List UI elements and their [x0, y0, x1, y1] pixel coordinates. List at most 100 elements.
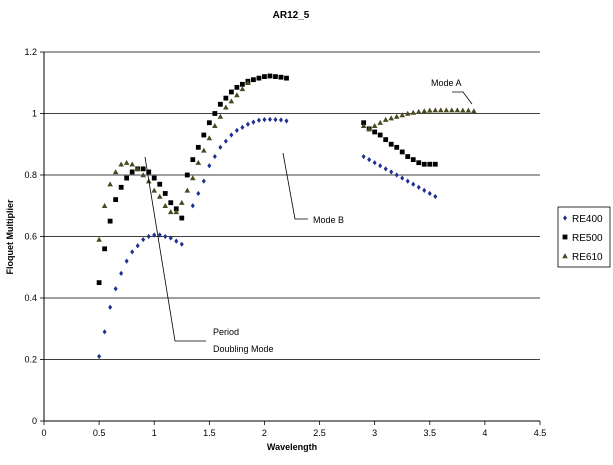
data-point-re610 [388, 115, 394, 121]
y-tick-label: 1.2 [24, 47, 37, 57]
data-point-re610 [123, 159, 130, 165]
data-point-re400 [278, 117, 283, 123]
data-point-re610 [410, 109, 417, 115]
data-point-re500 [405, 154, 411, 159]
chart-title: AR12_5 [273, 10, 310, 21]
data-point-re500 [223, 95, 229, 101]
data-point-re500 [173, 206, 179, 212]
y-tick-label: 1 [32, 109, 37, 119]
data-point-re610 [223, 104, 229, 110]
data-point-re400 [367, 157, 372, 163]
data-point-re610 [432, 107, 439, 113]
data-point-re400 [108, 304, 113, 310]
data-point-re500 [432, 161, 438, 167]
legend-items: RE400 RE500 RE610 [562, 214, 603, 263]
legend-marker-re500 [562, 234, 568, 240]
data-point-re610 [107, 181, 113, 187]
data-point-re610 [239, 86, 246, 92]
data-point-re610 [156, 193, 163, 199]
legend-label-re500: RE500 [572, 233, 603, 244]
data-point-re610 [426, 107, 433, 113]
data-point-re500 [284, 75, 289, 81]
data-point-re500 [113, 197, 119, 202]
data-point-re500 [427, 161, 433, 167]
data-point-re500 [102, 246, 108, 252]
data-point-re400 [212, 153, 217, 160]
data-point-re610 [465, 107, 472, 113]
y-tick-label: 0.4 [24, 293, 37, 303]
data-point-re610 [404, 110, 411, 116]
data-point-re400 [273, 117, 278, 123]
data-point-re400 [229, 132, 234, 138]
data-point-re500 [399, 149, 405, 155]
data-point-re500 [184, 172, 190, 178]
data-point-re400 [146, 233, 151, 240]
legend: RE400 RE500 RE610 [557, 206, 611, 268]
data-point-re610 [167, 209, 174, 215]
data-point-re500 [129, 169, 135, 175]
data-point-re500 [234, 84, 240, 90]
data-point-re610 [162, 202, 169, 208]
data-point-re400 [267, 116, 272, 122]
data-point-re400 [157, 232, 162, 238]
x-tick-label: 1 [152, 428, 157, 438]
data-point-re400 [372, 160, 377, 166]
series-re500 [96, 73, 438, 286]
data-point-re610 [360, 123, 367, 128]
data-point-re610 [178, 199, 185, 205]
data-point-re400 [245, 121, 250, 127]
data-point-re400 [130, 249, 135, 255]
y-axis-label: Floquet Multiplier [5, 199, 15, 274]
data-point-re500 [168, 200, 174, 206]
data-point-re500 [251, 77, 256, 83]
data-point-re500 [212, 111, 218, 116]
annotation-mode-a: Mode A [431, 78, 473, 105]
legend-label-re400: RE400 [572, 214, 603, 225]
data-point-re400 [427, 190, 432, 197]
data-point-re500 [267, 73, 273, 79]
data-point-re500 [228, 89, 234, 95]
data-point-re500 [195, 144, 201, 150]
data-point-re500 [162, 191, 168, 196]
y-tick-label: 0 [32, 416, 37, 426]
data-point-re400 [168, 235, 173, 241]
data-point-re610 [393, 113, 400, 119]
data-point-re610 [96, 236, 102, 242]
x-tick-label: 2 [262, 428, 267, 438]
data-point-re610 [421, 108, 428, 114]
legend-label-re610: RE610 [572, 252, 603, 263]
data-point-re500 [416, 160, 422, 166]
data-point-re400 [124, 258, 129, 264]
data-point-re500 [256, 75, 262, 81]
data-point-re500 [96, 280, 102, 286]
data-point-re610 [438, 107, 444, 113]
data-point-re610 [173, 209, 180, 215]
data-point-re400 [383, 166, 388, 172]
data-point-re610 [140, 172, 146, 178]
data-point-re400 [102, 329, 107, 335]
data-point-re400 [119, 270, 124, 276]
annotation-period-doubling-leader [144, 156, 206, 342]
data-point-re500 [217, 101, 223, 107]
data-point-re610 [454, 107, 461, 113]
data-point-re500 [157, 181, 163, 187]
data-point-re500 [206, 120, 212, 126]
data-point-re400 [218, 144, 223, 150]
data-point-re500 [190, 157, 196, 163]
annotation-doubling-label: Doubling Mode [213, 344, 274, 354]
legend-marker-re400 [563, 215, 567, 221]
data-point-re610 [206, 135, 213, 141]
data-point-re400 [97, 353, 102, 360]
axis-ticks: 0 0.2 0.4 0.6 0.8 1 1.2 0 0.5 1 1.5 2 2.5 3 3.5 4 4.5 [24, 47, 546, 438]
x-tick-label: 1.5 [203, 428, 216, 438]
annotation-mode-b-label: Mode B [313, 215, 344, 225]
data-point-re500 [124, 175, 130, 181]
data-point-re400 [113, 286, 118, 292]
data-point-re500 [151, 175, 157, 181]
data-point-re500 [372, 129, 378, 135]
data-point-re610 [471, 108, 477, 114]
x-tick-label: 4.5 [534, 428, 547, 438]
data-point-re400 [378, 163, 383, 169]
data-point-re400 [262, 117, 267, 123]
